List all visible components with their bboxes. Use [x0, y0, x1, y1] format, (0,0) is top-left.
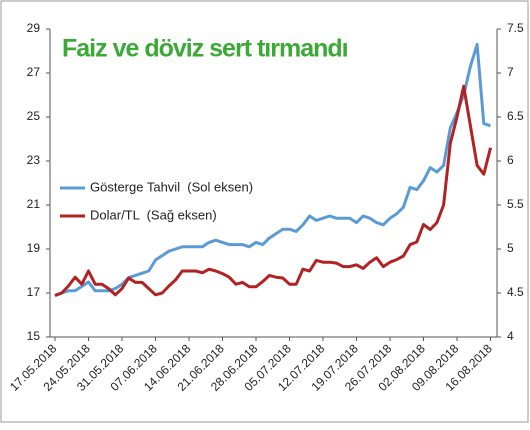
y-tick-label: 21: [27, 197, 41, 211]
y2-tick-label: 6.5: [507, 109, 524, 123]
y2-tick-label: 7: [507, 65, 514, 79]
legend-label: Dolar/TL (Sağ eksen): [90, 207, 217, 222]
series-line: [54, 42, 491, 297]
y-tick-label: 27: [27, 65, 41, 79]
y-tick-label: 29: [27, 21, 41, 35]
y2-tick-label: 5: [507, 241, 514, 255]
legend-label: Gösterge Tahvil (Sol eksen): [90, 179, 253, 194]
y2-tick-label: 5.5: [507, 197, 524, 211]
y2-tick-label: 4: [507, 329, 514, 343]
chart-title: Faiz ve döviz sert tırmandı: [62, 35, 348, 63]
y-tick-label: 15: [27, 329, 41, 343]
series-line: [54, 84, 492, 297]
y2-tick-label: 6: [507, 153, 514, 167]
y-tick-label: 19: [27, 241, 41, 255]
y-tick-label: 23: [27, 153, 41, 167]
y2-tick-label: 4.5: [507, 285, 524, 299]
y-tick-label: 17: [27, 285, 41, 299]
y2-tick-label: 7.5: [507, 21, 524, 35]
y-tick-label: 25: [27, 109, 41, 123]
